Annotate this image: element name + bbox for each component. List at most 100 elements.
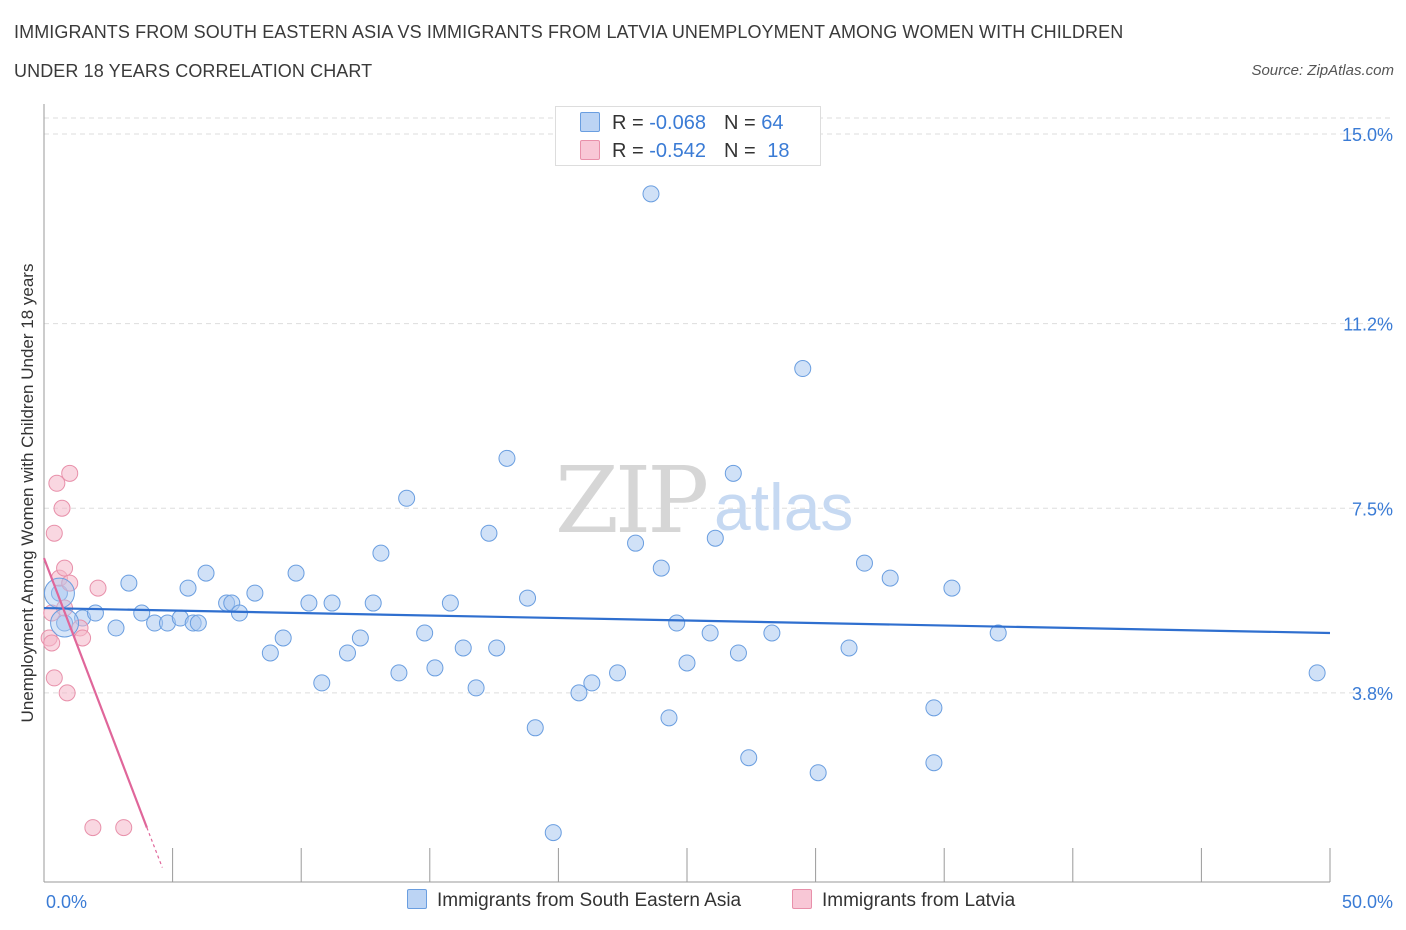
points-layer — [40, 185, 1326, 842]
data-point-south-eastern-asia — [925, 754, 943, 772]
data-point-south-eastern-asia — [179, 579, 197, 597]
legend-r-label: R = — [612, 140, 650, 162]
data-point-south-eastern-asia — [390, 664, 408, 682]
watermark-atlas: atlas — [714, 470, 853, 544]
data-point-latvia — [53, 499, 71, 517]
data-point-south-eastern-asia — [287, 564, 305, 582]
data-point-south-eastern-asia — [364, 594, 382, 612]
data-point-south-eastern-asia — [660, 709, 678, 727]
data-point-south-eastern-asia — [706, 529, 724, 547]
data-point-south-eastern-asia — [668, 614, 686, 632]
data-point-south-eastern-asia — [107, 619, 125, 637]
data-point-south-eastern-asia — [467, 679, 485, 697]
data-point-south-eastern-asia — [197, 564, 215, 582]
legend-swatch-blue — [580, 112, 600, 132]
data-point-south-eastern-asia — [729, 644, 747, 662]
data-point-south-eastern-asia — [372, 544, 390, 562]
trend-line-south-eastern-asia — [43, 606, 1331, 635]
data-point-latvia — [61, 464, 79, 482]
data-point-south-eastern-asia — [840, 639, 858, 657]
data-point-latvia — [84, 819, 102, 837]
data-point-south-eastern-asia — [189, 614, 207, 632]
data-point-south-eastern-asia — [300, 594, 318, 612]
legend-swatch-pink — [580, 140, 600, 160]
data-point-south-eastern-asia — [351, 629, 369, 647]
data-point-south-eastern-asia — [313, 674, 331, 692]
axes-layer — [43, 104, 1331, 883]
data-point-south-eastern-asia — [627, 534, 645, 552]
data-point-latvia — [43, 634, 61, 652]
data-point-south-eastern-asia — [925, 699, 943, 717]
data-point-south-eastern-asia — [526, 719, 544, 737]
bottom-legend-blue: Immigrants from South Eastern Asia — [407, 889, 741, 912]
data-point-south-eastern-asia — [323, 594, 341, 612]
data-point-south-eastern-asia — [416, 624, 434, 642]
data-point-south-eastern-asia — [338, 644, 356, 662]
bottom-legend-pink: Immigrants from Latvia — [792, 889, 1015, 912]
legend-n-label: N = — [723, 140, 762, 162]
legend-row-pink: R = -0.542 N = 18 — [580, 140, 789, 164]
trend-line-latvia — [42, 557, 148, 829]
x-tick-label-min: 0.0% — [46, 892, 87, 912]
data-point-south-eastern-asia — [274, 629, 292, 647]
bottom-legend-label-blue: Immigrants from South Eastern Asia — [437, 890, 742, 911]
legend-r-value: -0.068 — [649, 112, 706, 134]
data-point-south-eastern-asia — [794, 360, 812, 378]
source-attribution: Source: ZipAtlas.com — [1251, 62, 1394, 79]
legend-r-value: -0.542 — [649, 140, 706, 162]
grid-layer — [44, 117, 1390, 694]
y-tick-label: 11.2% — [1343, 315, 1393, 335]
data-point-south-eastern-asia — [809, 764, 827, 782]
data-point-south-eastern-asia — [246, 584, 264, 602]
data-point-south-eastern-asia — [989, 624, 1007, 642]
data-point-south-eastern-asia — [454, 639, 472, 657]
data-point-south-eastern-asia — [583, 674, 601, 692]
data-point-south-eastern-asia — [943, 579, 961, 597]
legend-r-label: R = — [612, 112, 650, 134]
data-point-south-eastern-asia — [1308, 664, 1326, 682]
data-point-latvia — [56, 559, 74, 577]
data-point-latvia — [45, 669, 63, 687]
bottom-legend-label-pink: Immigrants from Latvia — [822, 890, 1016, 911]
chart-title-line-2: UNDER 18 YEARS CORRELATION CHART — [14, 61, 373, 81]
data-point-latvia — [58, 684, 76, 702]
legend-n-value: 18 — [767, 140, 790, 162]
y-tick-label: 7.5% — [1352, 499, 1393, 519]
data-point-south-eastern-asia — [498, 449, 516, 467]
x-tick-label-max: 50.0% — [1342, 892, 1393, 912]
y-tick-label: 3.8% — [1352, 684, 1393, 704]
data-point-south-eastern-asia — [398, 489, 416, 507]
bottom-legend-swatch-pink — [792, 889, 812, 909]
data-point-south-eastern-asia — [570, 684, 588, 702]
data-point-south-eastern-asia — [261, 644, 279, 662]
correlation-legend: R = -0.068 N = 64 R = -0.542 N = 18 — [555, 106, 821, 166]
data-point-south-eastern-asia — [488, 639, 506, 657]
data-point-latvia — [89, 579, 107, 597]
data-point-latvia — [48, 474, 66, 492]
tick-label-layer: 3.8% 7.5% 11.2% 15.0% 0.0% 50.0% — [46, 125, 1393, 912]
legend-row-blue: R = -0.068 N = 64 — [580, 112, 783, 136]
data-point-south-eastern-asia — [120, 574, 138, 592]
data-point-south-eastern-asia — [652, 559, 670, 577]
data-point-south-eastern-asia — [480, 524, 498, 542]
data-point-south-eastern-asia — [724, 464, 742, 482]
data-point-south-eastern-asia — [763, 624, 781, 642]
bottom-legend-swatch-blue — [407, 889, 427, 909]
data-point-south-eastern-asia — [426, 659, 444, 677]
trend-line-latvia-extension — [146, 827, 163, 868]
trend-layer — [42, 557, 1331, 868]
data-point-south-eastern-asia — [86, 604, 104, 622]
legend-n-label: N = — [723, 112, 762, 134]
y-tick-label: 15.0% — [1342, 125, 1393, 145]
chart-title-line-1: IMMIGRANTS FROM SOUTH EASTERN ASIA VS IM… — [14, 22, 1124, 42]
legend-n-value: 64 — [761, 112, 784, 134]
data-point-south-eastern-asia — [43, 577, 75, 609]
data-point-south-eastern-asia — [740, 749, 758, 767]
data-point-south-eastern-asia — [441, 594, 459, 612]
data-point-south-eastern-asia — [609, 664, 627, 682]
data-point-latvia — [45, 524, 63, 542]
data-point-south-eastern-asia — [701, 624, 719, 642]
data-point-latvia — [115, 819, 133, 837]
data-point-south-eastern-asia — [519, 589, 537, 607]
